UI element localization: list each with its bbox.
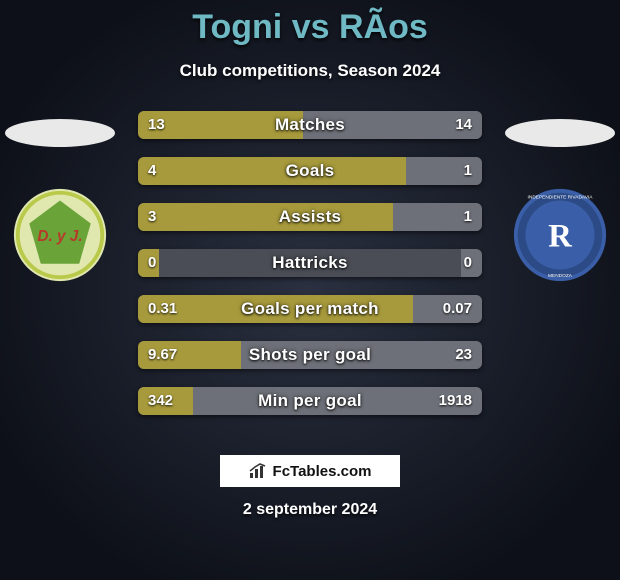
stat-value-left: 9.67 <box>148 341 177 369</box>
left-player-column: D. y J. <box>0 111 120 283</box>
page-title: Togni vs RÃ­os <box>0 0 620 47</box>
branding-text: FcTables.com <box>273 463 372 480</box>
stat-row: Goals4 1 <box>138 157 482 185</box>
stat-bars: Matches1314Goals41Assists31Hattricks00Go… <box>138 111 482 433</box>
stat-row: Hattricks0 0 <box>138 249 482 277</box>
stat-row: Matches13 14 <box>138 111 482 139</box>
stat-label: Goals <box>138 157 482 185</box>
stat-value-left: 4 <box>148 157 156 185</box>
stat-value-right: 0.07 <box>443 295 472 323</box>
stat-value-left: 0 <box>148 249 156 277</box>
stat-row: Min per goal342 1918 <box>138 387 482 415</box>
stat-label: Matches <box>138 111 482 139</box>
right-player-column: R INDEPENDIENTE RIVADAVIA MENDOZA <box>500 111 620 283</box>
stat-label: Hattricks <box>138 249 482 277</box>
svg-text:D. y J.: D. y J. <box>37 228 82 245</box>
left-team-crest: D. y J. <box>12 187 108 283</box>
generation-date: 2 september 2024 <box>0 501 620 519</box>
right-player-ellipse <box>505 119 615 147</box>
stat-value-right: 1 <box>464 157 472 185</box>
stat-value-right: 14 <box>455 111 472 139</box>
stat-label: Assists <box>138 203 482 231</box>
stat-row: Assists3 1 <box>138 203 482 231</box>
chart-icon <box>249 463 269 479</box>
svg-text:INDEPENDIENTE RIVADAVIA: INDEPENDIENTE RIVADAVIA <box>528 195 594 201</box>
stat-value-right: 1918 <box>439 387 472 415</box>
svg-text:MENDOZA: MENDOZA <box>548 273 573 279</box>
branding-badge: FcTables.com <box>220 455 400 487</box>
stat-row: Shots per goal9.67 23 <box>138 341 482 369</box>
subtitle: Club competitions, Season 2024 <box>0 61 620 81</box>
stat-value-right: 0 <box>464 249 472 277</box>
right-team-crest: R INDEPENDIENTE RIVADAVIA MENDOZA <box>512 187 608 283</box>
stat-label: Min per goal <box>138 387 482 415</box>
svg-text:R: R <box>548 219 572 255</box>
stat-value-left: 0.31 <box>148 295 177 323</box>
stat-value-left: 13 <box>148 111 165 139</box>
stat-value-left: 3 <box>148 203 156 231</box>
stat-label: Shots per goal <box>138 341 482 369</box>
stat-value-right: 23 <box>455 341 472 369</box>
left-player-ellipse <box>5 119 115 147</box>
stat-value-right: 1 <box>464 203 472 231</box>
comparison-area: D. y J. R INDEPENDIENTE RIVADAVIA MENDOZ… <box>0 111 620 441</box>
stat-value-left: 342 <box>148 387 173 415</box>
stat-label: Goals per match <box>138 295 482 323</box>
stat-row: Goals per match0.31 0.07 <box>138 295 482 323</box>
